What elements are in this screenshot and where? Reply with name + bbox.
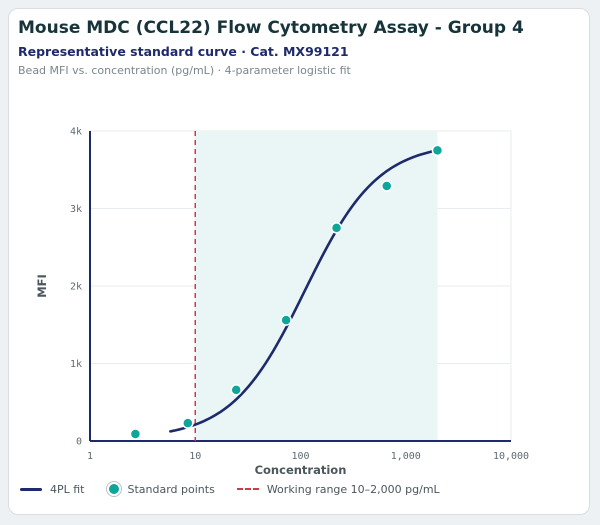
- tick-labels: 1 10 100 1,000 10,000 0 1k 2k 3k 4k: [70, 127, 529, 463]
- chart-caption: Bead MFI vs. concentration (pg/mL) · 4-p…: [18, 64, 351, 77]
- legend-range-label: Working range 10–2,000 pg/mL: [266, 482, 440, 496]
- y-tick-label: 2k: [70, 282, 82, 293]
- axes-layer: [89, 131, 511, 442]
- fit-curve-line: [169, 149, 439, 433]
- legend-fit-label: 4PL fit: [50, 482, 85, 496]
- chart-subtitle: Representative standard curve · Cat. MX9…: [18, 44, 349, 59]
- standard-point: [431, 144, 444, 157]
- y-axis-label: MFI: [35, 274, 49, 298]
- legend: 4PL fit Standard points Working range 10…: [20, 481, 462, 497]
- standard-point: [129, 428, 142, 440]
- y-tick-label: 3k: [70, 204, 82, 215]
- x-tick-label: 100: [291, 451, 309, 462]
- legend-item-fit[interactable]: 4PL fit: [20, 483, 85, 496]
- x-tick-label: 10: [189, 451, 201, 462]
- legend-item-points[interactable]: Standard points: [106, 482, 215, 496]
- standard-point: [381, 180, 393, 192]
- x-tick-label: 10,000: [493, 451, 529, 462]
- working-range-band: [195, 131, 438, 441]
- y-tick-label: 4k: [70, 127, 82, 138]
- x-axis-label: Concentration: [255, 463, 347, 477]
- dashed-line-swatch: [236, 488, 259, 490]
- x-tick-label: 1: [87, 451, 93, 462]
- y-tick-label: 0: [76, 437, 82, 448]
- standard-point: [230, 384, 242, 396]
- standard-point: [182, 417, 194, 429]
- x-tick-label: 1,000: [391, 451, 421, 462]
- legend-item-range[interactable]: Working range 10–2,000 pg/mL: [236, 482, 440, 496]
- point-swatch: [106, 482, 121, 496]
- y-tick-label: 1k: [70, 359, 82, 370]
- points-layer: [129, 144, 444, 440]
- standard-point: [330, 222, 343, 234]
- chart-title: Mouse MDC (CCL22) Flow Cytometry Assay -…: [18, 18, 524, 38]
- fit-line-swatch: [20, 487, 42, 491]
- standard-point: [280, 314, 292, 326]
- legend-points-label: Standard points: [127, 482, 215, 496]
